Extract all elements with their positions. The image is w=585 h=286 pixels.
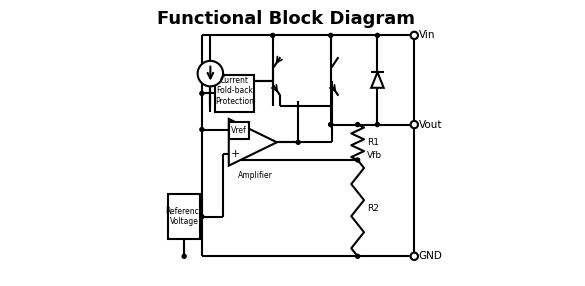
Text: Current
Fold-back
Protection: Current Fold-back Protection [215,76,254,106]
Circle shape [198,61,223,86]
Text: R2: R2 [367,204,378,213]
Text: -: - [234,124,238,134]
Circle shape [411,121,418,128]
Circle shape [376,33,380,37]
Circle shape [411,253,418,260]
Text: Reference
Voltage: Reference Voltage [165,207,204,226]
Text: GND: GND [418,251,442,261]
Bar [229,122,249,140]
Circle shape [376,123,380,127]
Circle shape [296,140,300,144]
Circle shape [329,123,333,127]
Circle shape [200,128,204,132]
Text: Vfb: Vfb [367,151,382,160]
Text: Functional Block Diagram: Functional Block Diagram [157,10,415,28]
Bar [168,194,201,239]
Text: Vin: Vin [418,30,435,40]
Circle shape [182,254,186,258]
Polygon shape [371,72,384,88]
Text: Amplifier: Amplifier [238,171,273,180]
Text: Vout: Vout [418,120,442,130]
Circle shape [356,123,360,127]
Polygon shape [229,119,277,166]
Circle shape [356,254,360,258]
Circle shape [329,123,333,127]
Bar [215,75,254,112]
Circle shape [200,92,204,96]
Circle shape [200,215,204,219]
Circle shape [329,33,333,37]
Text: +: + [231,149,240,159]
Circle shape [356,158,360,162]
Circle shape [271,33,274,37]
Text: R1: R1 [367,138,379,147]
Text: Vref: Vref [231,126,246,136]
Circle shape [411,32,418,39]
